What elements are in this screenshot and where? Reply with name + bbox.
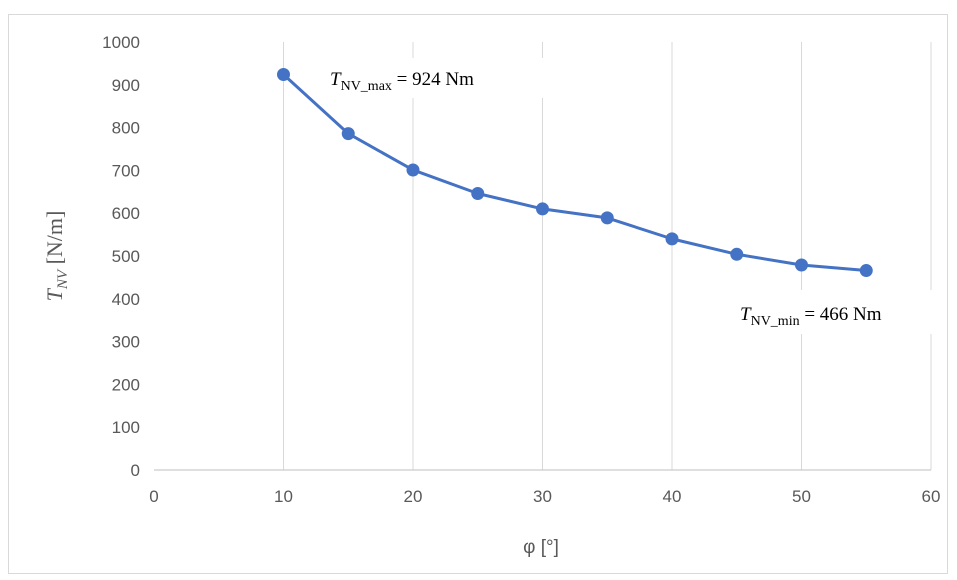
data-point bbox=[859, 264, 873, 278]
x-tick-label: 0 bbox=[149, 487, 158, 506]
data-point bbox=[730, 247, 744, 261]
data-point bbox=[536, 202, 549, 216]
x-tick-label: 10 bbox=[274, 487, 293, 506]
y-tick-labels: 0 100 200 300 400 500 600 700 800 900 1000 bbox=[102, 33, 140, 480]
annotation-min: TNV_min = 466 Nm bbox=[740, 304, 882, 329]
annotation-max-bg bbox=[320, 58, 553, 98]
gridlines bbox=[283, 42, 932, 470]
data-point bbox=[665, 232, 679, 246]
x-tick-labels: 0 10 20 30 40 50 60 bbox=[149, 487, 940, 506]
y-tick-label: 400 bbox=[112, 290, 140, 309]
y-tick-label: 600 bbox=[112, 204, 140, 223]
y-axis-title: TNV [N/m] bbox=[42, 211, 71, 302]
data-point bbox=[341, 127, 355, 141]
x-tick-label: 50 bbox=[792, 487, 811, 506]
data-point bbox=[471, 187, 485, 201]
y-tick-label: 200 bbox=[112, 375, 140, 394]
y-tick-label: 800 bbox=[112, 119, 140, 138]
series-line bbox=[277, 68, 873, 278]
x-tick-label: 60 bbox=[922, 487, 941, 506]
annotation-min-bg bbox=[718, 290, 943, 334]
x-tick-label: 40 bbox=[663, 487, 682, 506]
y-tick-label: 500 bbox=[112, 247, 140, 266]
data-point bbox=[277, 68, 290, 82]
y-tick-label: 100 bbox=[112, 418, 140, 437]
y-tick-label: 0 bbox=[131, 461, 140, 480]
y-tick-label: 1000 bbox=[102, 33, 140, 52]
y-tick-label: 700 bbox=[112, 161, 140, 180]
x-tick-label: 20 bbox=[404, 487, 423, 506]
y-tick-label: 900 bbox=[112, 76, 140, 95]
data-point bbox=[406, 163, 420, 177]
series-path bbox=[282, 73, 867, 273]
data-point bbox=[600, 211, 614, 225]
x-tick-label: 30 bbox=[533, 487, 552, 506]
annotation-max: TNV_max = 924 Nm bbox=[330, 69, 474, 94]
x-axis-title: φ [°] bbox=[523, 537, 559, 558]
data-point bbox=[795, 258, 808, 272]
y-tick-label: 300 bbox=[112, 333, 140, 352]
